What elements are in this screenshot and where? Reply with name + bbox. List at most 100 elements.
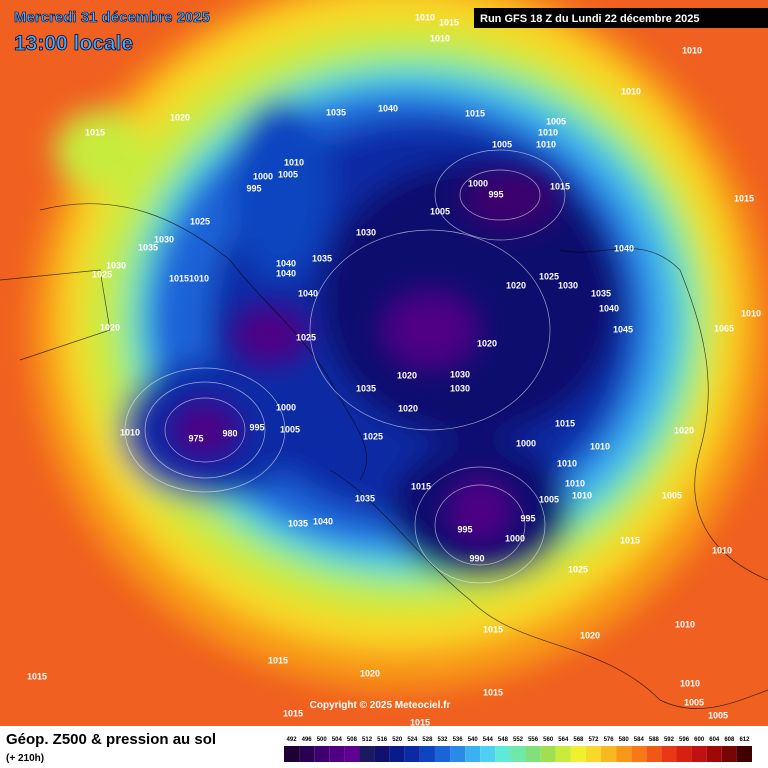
- isobar-label: 1005: [662, 490, 682, 500]
- colorbar-label: 504: [332, 737, 343, 743]
- isobar-label: 1030: [558, 280, 578, 290]
- colorbar-label: 548: [498, 737, 509, 743]
- colorbar-swatch: [510, 746, 526, 762]
- isobar-label: 1040: [298, 288, 318, 298]
- colorbar-label: 512: [362, 737, 373, 743]
- isobar-label: 1015: [483, 687, 503, 697]
- product-title: Géop. Z500 & pression au sol: [6, 731, 216, 748]
- colorbar-swatch: [495, 746, 511, 762]
- isobar-label: 1015: [555, 418, 575, 428]
- colorbar-swatch: [736, 746, 752, 762]
- colorbar-label: 584: [634, 737, 645, 743]
- isobar-label: 980: [222, 428, 237, 438]
- colorbar-label: 492: [287, 737, 298, 743]
- colorbar-label: 528: [422, 737, 433, 743]
- isobar-label: 995: [249, 422, 264, 432]
- isobar-label: 1015: [550, 181, 570, 191]
- colorbar-label: 580: [619, 737, 630, 743]
- colorbar-label: 508: [347, 737, 358, 743]
- isobar-label: 1010: [682, 45, 702, 55]
- colorbar-swatch: [601, 746, 617, 762]
- isobar-label: 995: [488, 189, 503, 199]
- colorbar-swatch: [616, 746, 632, 762]
- colorbar-swatch: [721, 746, 737, 762]
- isobar-label: 1005: [546, 116, 566, 126]
- isobar-label: 1015: [620, 535, 640, 545]
- colorbar-swatch: [676, 746, 692, 762]
- isobar-label: 1005: [684, 697, 704, 707]
- isobar-label: 1005: [708, 710, 728, 720]
- isobar-label: 1015: [410, 717, 430, 727]
- isobar-label: 1020: [360, 668, 380, 678]
- isobar-label: 1040: [313, 516, 333, 526]
- isobar-label: 1015: [439, 17, 459, 27]
- colorbar-label: 532: [438, 737, 449, 743]
- isobar-label: 1040: [276, 268, 296, 278]
- isobar-label: 1035: [591, 288, 611, 298]
- isobar-label: 1025: [363, 431, 383, 441]
- isobar-label: 1065: [714, 323, 734, 333]
- isobar-label: 1005: [278, 169, 298, 179]
- low-cores: [170, 170, 560, 545]
- isobar-label: 1000: [253, 171, 273, 181]
- isobar-label: 1025: [296, 332, 316, 342]
- colorbar-label: 556: [528, 737, 539, 743]
- isobar-label: 1010: [741, 308, 761, 318]
- date-title: Mercredi 31 décembre 2025: [14, 9, 210, 26]
- isobar-label: 1025: [92, 269, 112, 279]
- isobar-label: 1010: [565, 478, 585, 488]
- colorbar-swatch: [434, 746, 451, 762]
- isobar-label: 1015: [465, 108, 485, 118]
- isobar-label: 1010: [415, 12, 435, 22]
- isobar-label: 1005: [539, 494, 559, 504]
- colorbar-swatch: [525, 746, 541, 762]
- colorbar-label: 496: [302, 737, 313, 743]
- isobar-label: 1010: [557, 458, 577, 468]
- isobars: [124, 149, 566, 584]
- isobar-label: 1010: [590, 441, 610, 451]
- isobar-label: 1005: [492, 139, 512, 149]
- isobar-label: 1000: [505, 533, 525, 543]
- isobar-label: 1035: [356, 383, 376, 393]
- colorbar-label: 564: [558, 737, 569, 743]
- lead-time: (+ 210h): [6, 753, 44, 764]
- isobar-label: 1030: [154, 234, 174, 244]
- isobar-label: 1010: [430, 33, 450, 43]
- isobar-label: 1010: [538, 127, 558, 137]
- isobar-label: 1020: [398, 403, 418, 413]
- colorbar-swatch: [374, 746, 390, 762]
- colorbar-label: 608: [724, 737, 735, 743]
- colorbar-label: 540: [468, 737, 479, 743]
- isobar-label: 1035: [288, 518, 308, 528]
- isobar-label: 1020: [674, 425, 694, 435]
- colorbar-swatch: [450, 746, 466, 762]
- local-time: 13:00 locale: [14, 32, 133, 55]
- colorbar-swatch: [314, 746, 330, 762]
- colorbar-swatch: [706, 746, 722, 762]
- colorbar-swatch: [661, 746, 677, 762]
- isobar-label: 1005: [430, 206, 450, 216]
- isobar-label: 1015: [85, 127, 105, 137]
- isobar-label: 1040: [614, 243, 634, 253]
- isobar-label: 1040: [599, 303, 619, 313]
- colorbar-label: 536: [453, 737, 464, 743]
- isobar-label: 1035: [355, 493, 375, 503]
- isobar-label: 1010: [572, 490, 592, 500]
- isobar-label: 1025: [568, 564, 588, 574]
- isobar-label: 1010: [189, 273, 209, 283]
- isobar-label: 1020: [170, 112, 190, 122]
- colorbar-swatch: [344, 746, 360, 762]
- isobar-label: 1015: [483, 624, 503, 634]
- isobar-label: 1045: [613, 324, 633, 334]
- colorbar-swatch: [585, 746, 602, 762]
- isobar-label: 1000: [468, 178, 488, 188]
- coastlines: [0, 203, 768, 709]
- isobar-label: 1010: [284, 157, 304, 167]
- colorbar-label: 588: [649, 737, 660, 743]
- isobar-label: 1015: [283, 708, 303, 718]
- isobar-label: 1030: [450, 369, 470, 379]
- colorbar-swatch: [359, 746, 375, 762]
- isobar-label: 1015: [268, 655, 288, 665]
